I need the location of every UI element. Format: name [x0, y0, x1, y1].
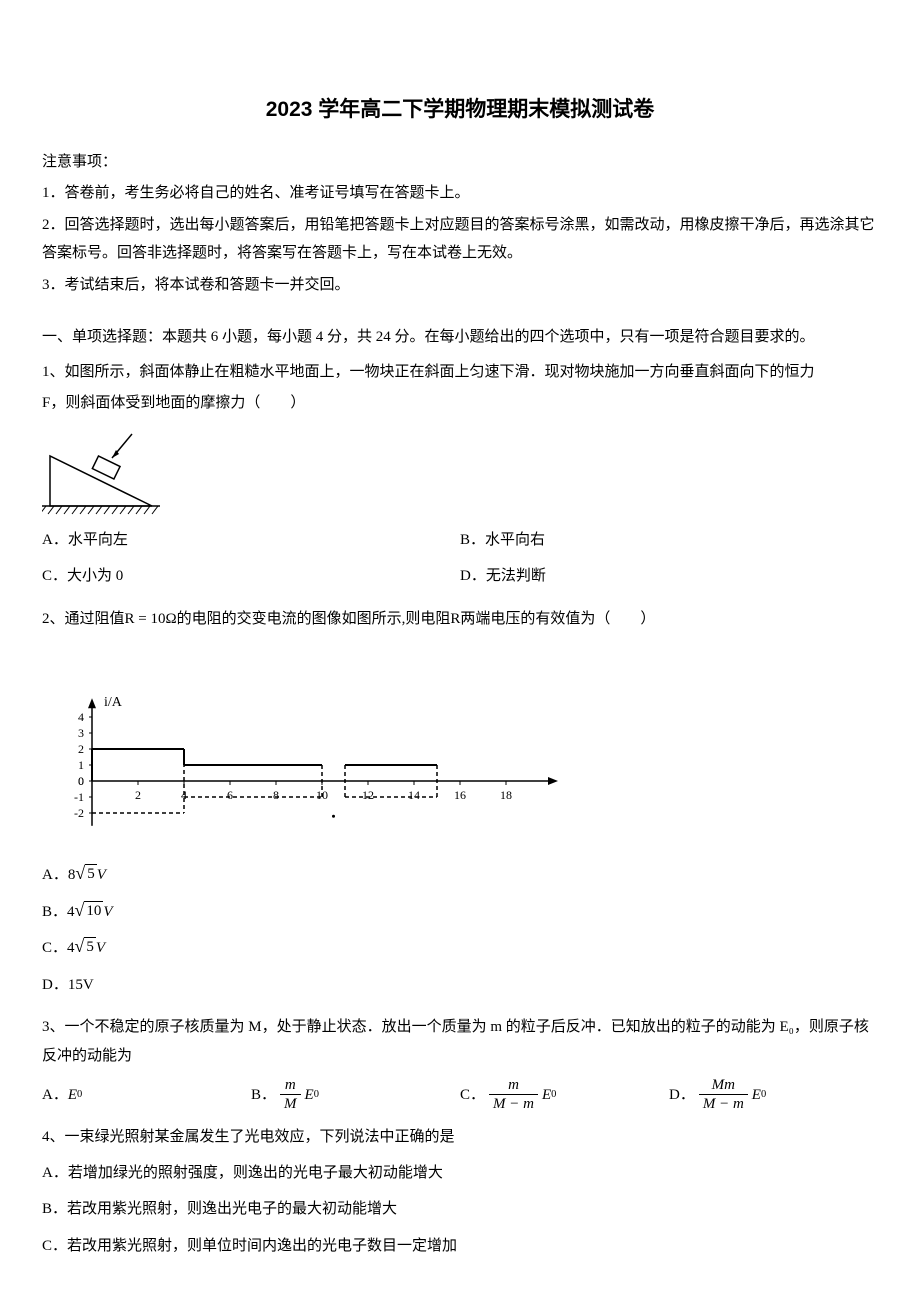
q1-opt-a: A．水平向左	[42, 522, 460, 559]
q1-stem: F，则斜面体受到地面的摩擦力（ ）	[42, 389, 878, 418]
svg-text:2: 2	[135, 788, 141, 802]
opt-label: A．	[42, 867, 68, 883]
fraction: m M − m	[489, 1076, 538, 1113]
q2-options: A．8√5V B．4√10V C．4√5V D．15V	[42, 857, 878, 1003]
notice-item: 3．考试结束后，将本试卷和答题卡一并交回。	[42, 271, 878, 300]
svg-text:0: 0	[78, 774, 84, 788]
q2-stem: 2、通过阻值R = 10Ω的电阻的交变电流的图像如图所示,则电阻R两端电压的有效…	[42, 605, 878, 634]
radicand: 5	[85, 864, 97, 885]
q4-options: A．若增加绿光的照射强度，则逸出的光电子最大初动能增大 B．若改用紫光照射，则逸…	[42, 1155, 878, 1265]
unit: V	[96, 940, 105, 956]
svg-text:1: 1	[78, 758, 84, 772]
q2-opt-d: D．15V	[42, 967, 878, 1004]
q4-opt-b: B．若改用紫光照射，则逸出光电子的最大初动能增大	[42, 1191, 878, 1228]
q3-options: A． E0 B． m M E0 C． m M − m E0 D． Mm M − …	[42, 1076, 878, 1113]
opt-label: B．	[251, 1081, 276, 1110]
q4-opt-c: C．若改用紫光照射，则单位时间内逸出的光电子数目一定增加	[42, 1228, 878, 1265]
svg-text:6: 6	[227, 788, 233, 802]
opt-label: C．	[460, 1081, 485, 1110]
page-title: 2023 学年高二下学期物理期末模拟测试卷	[42, 90, 878, 130]
q3-opt-b: B． m M E0	[251, 1076, 460, 1113]
svg-text:14: 14	[408, 788, 420, 802]
var-E: E	[752, 1081, 761, 1110]
opt-label: B．	[42, 904, 67, 920]
q2-opt-a: A．8√5V	[42, 857, 878, 894]
var-E: E	[305, 1081, 314, 1110]
q1-stem: 1、如图所示，斜面体静止在粗糙水平地面上，一物块正在斜面上匀速下滑．现对物块施加…	[42, 358, 878, 387]
sub0: 0	[77, 1085, 82, 1105]
fraction: m M	[280, 1076, 301, 1113]
unit: V	[97, 867, 106, 883]
svg-text:-1: -1	[74, 790, 84, 804]
q3-stem: 3、一个不稳定的原子核质量为 M，处于静止状态．放出一个质量为 m 的粒子后反冲…	[42, 1013, 878, 1070]
radicand: 10	[84, 901, 103, 922]
coef: 4	[67, 904, 75, 920]
opt-label: D．	[669, 1081, 695, 1110]
svg-text:4: 4	[78, 710, 84, 724]
q1-opt-c: C．大小为 0	[42, 558, 460, 595]
var-E: E	[68, 1081, 77, 1110]
frac-den: M − m	[489, 1095, 538, 1113]
svg-text:18: 18	[500, 788, 512, 802]
q4-opt-a: A．若增加绿光的照射强度，则逸出的光电子最大初动能增大	[42, 1155, 878, 1192]
radical-icon: √	[75, 864, 85, 885]
frac-num: Mm	[699, 1076, 748, 1095]
opt-label: C．	[42, 940, 67, 956]
q4-stem: 4、一束绿光照射某金属发生了光电效应，下列说法中正确的是	[42, 1123, 878, 1152]
q2-chart: -2-10123424681012141618i/At/s0	[42, 641, 878, 851]
opt-label: A．	[42, 1081, 68, 1110]
q1-figure	[42, 426, 878, 516]
svg-text:i/A: i/A	[104, 696, 123, 711]
frac-num: m	[489, 1076, 538, 1095]
q1-opt-b: B．水平向右	[460, 522, 878, 559]
unit: V	[103, 904, 112, 920]
notice-item: 1．答卷前，考生务必将自己的姓名、准考证号填写在答题卡上。	[42, 179, 878, 208]
sub0: 0	[761, 1085, 766, 1105]
q1-opt-d: D．无法判断	[460, 558, 878, 595]
q1-options: A．水平向左 B．水平向右 C．大小为 0 D．无法判断	[42, 522, 878, 595]
radical-icon: √	[75, 901, 85, 922]
svg-text:-2: -2	[74, 806, 84, 820]
sub0: 0	[551, 1085, 556, 1105]
radical-icon: √	[75, 937, 85, 958]
q3-opt-c: C． m M − m E0	[460, 1076, 669, 1113]
q3-opt-d: D． Mm M − m E0	[669, 1076, 878, 1113]
frac-den: M − m	[699, 1095, 748, 1113]
section-header: 一、单项选择题：本题共 6 小题，每小题 4 分，共 24 分。在每小题给出的四…	[42, 323, 878, 352]
svg-text:16: 16	[454, 788, 466, 802]
radicand: 5	[84, 937, 96, 958]
svg-text:8: 8	[273, 788, 279, 802]
svg-text:2: 2	[78, 742, 84, 756]
frac-num: m	[280, 1076, 301, 1095]
q2-opt-c: C．4√5V	[42, 930, 878, 967]
notice-item: 2．回答选择题时，选出每小题答案后，用铅笔把答题卡上对应题目的答案标号涂黑，如需…	[42, 211, 878, 268]
frac-den: M	[280, 1095, 301, 1113]
fraction: Mm M − m	[699, 1076, 748, 1113]
svg-text:3: 3	[78, 726, 84, 740]
notice-header: 注意事项：	[42, 148, 878, 177]
coef: 8	[68, 867, 76, 883]
var-E: E	[542, 1081, 551, 1110]
coef: 4	[67, 940, 75, 956]
sub0: 0	[314, 1085, 319, 1105]
svg-text:12: 12	[362, 788, 374, 802]
q2-opt-b: B．4√10V	[42, 894, 878, 931]
q3-opt-a: A． E0	[42, 1076, 251, 1113]
